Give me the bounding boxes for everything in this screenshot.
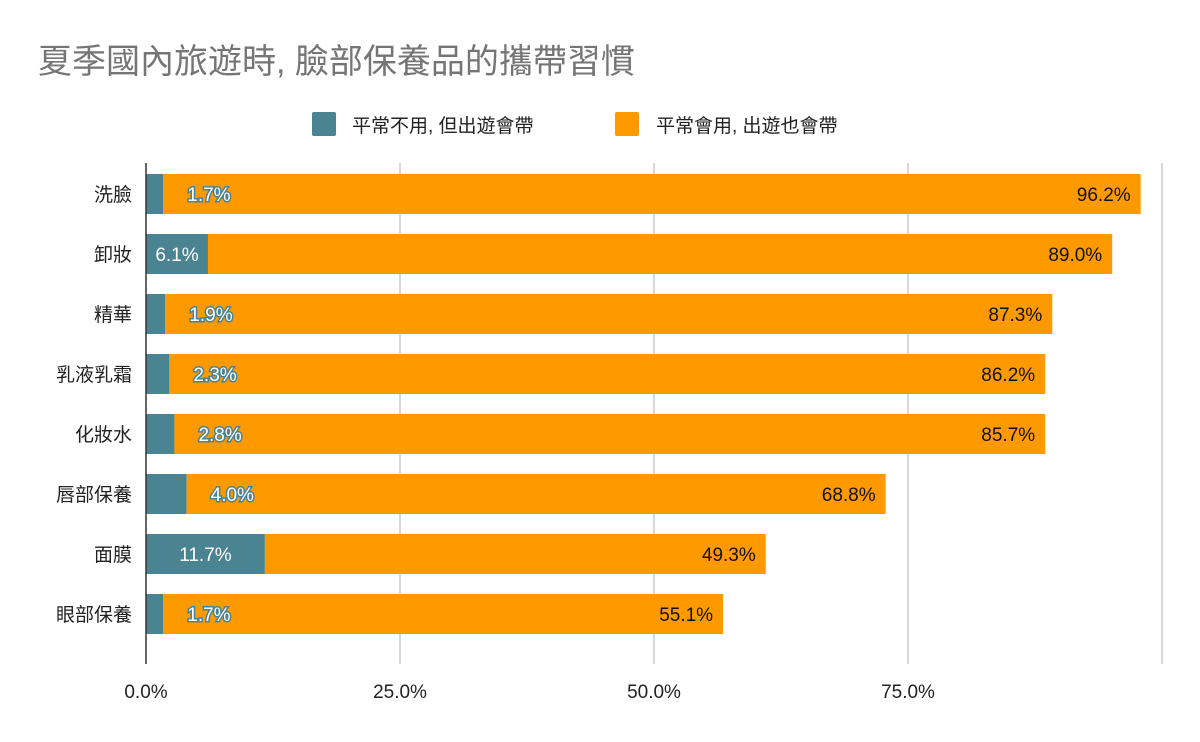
legend: 平常不用, 但出遊會帶 平常會用, 出遊也會帶 (312, 112, 838, 137)
data-label-series-1: 4.0% (211, 485, 254, 506)
bar-series-1 (146, 594, 164, 634)
data-label-series-2: 86.2% (981, 365, 1035, 386)
data-label-series-1: 1.7% (187, 605, 230, 626)
bar-series-1 (146, 414, 175, 454)
data-label-series-2: 49.3% (702, 545, 756, 566)
category-label: 眼部保養 (56, 604, 132, 626)
chart-title: 夏季國內旅遊時, 臉部保養品的攜帶習慣 (38, 43, 635, 81)
x-tick-label: 0.0% (124, 682, 167, 703)
data-label-series-2: 55.1% (659, 605, 713, 626)
data-label-series-1: 11.7% (179, 545, 232, 566)
bar-series-2 (169, 354, 1046, 394)
bar-series-2 (264, 534, 766, 574)
category-label: 卸妝 (94, 244, 132, 266)
data-label-series-1: 1.7% (187, 185, 230, 206)
category-label: 化妝水 (75, 424, 132, 446)
category-label: 唇部保養 (56, 484, 132, 506)
bar-series-1 (146, 174, 164, 214)
bar-series-1 (146, 354, 170, 394)
x-tick-label: 75.0% (881, 682, 935, 703)
data-label-series-2: 87.3% (988, 305, 1042, 326)
data-label-series-1: 2.3% (193, 365, 236, 386)
bar-series-2 (163, 594, 724, 634)
category-label: 乳液乳霜 (56, 364, 132, 386)
bar-series-1 (146, 294, 166, 334)
category-label: 面膜 (94, 544, 132, 566)
bar-series-2 (186, 474, 886, 514)
category-label: 精華 (94, 304, 132, 326)
category-label: 洗臉 (94, 184, 132, 206)
legend-label-series-2: 平常會用, 出遊也會帶 (656, 115, 838, 137)
bar-series-1 (146, 234, 208, 274)
bar-series-2 (163, 174, 1141, 214)
data-label-series-2: 89.0% (1048, 245, 1102, 266)
bar-series-1 (146, 534, 265, 574)
bar-series-2 (174, 414, 1046, 454)
legend-label-series-1: 平常不用, 但出遊會帶 (352, 115, 534, 137)
data-label-series-2: 85.7% (981, 425, 1035, 446)
data-label-series-2: 68.8% (822, 485, 876, 506)
legend-swatch-series-1 (312, 112, 336, 136)
legend-swatch-series-2 (615, 112, 639, 136)
data-label-series-2: 96.2% (1077, 185, 1131, 206)
data-label-series-1: 6.1% (155, 245, 198, 266)
x-tick-label: 50.0% (627, 682, 681, 703)
bar-series-2 (207, 234, 1113, 274)
data-label-series-1: 1.9% (189, 305, 232, 326)
x-tick-label: 25.0% (373, 682, 427, 703)
bar-series-2 (165, 294, 1053, 334)
data-label-series-1: 2.8% (198, 425, 241, 446)
bar-series-1 (146, 474, 187, 514)
